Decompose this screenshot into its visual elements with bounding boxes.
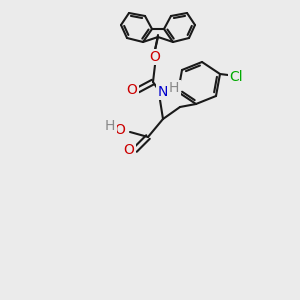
- Text: O: O: [150, 50, 160, 64]
- Text: N: N: [158, 85, 168, 99]
- Text: H: H: [105, 119, 115, 133]
- Text: O: O: [127, 83, 137, 97]
- Text: N: N: [169, 85, 179, 99]
- Text: H: H: [169, 81, 179, 95]
- Text: Cl: Cl: [229, 70, 243, 84]
- Text: O: O: [115, 123, 125, 137]
- Text: O: O: [124, 143, 134, 157]
